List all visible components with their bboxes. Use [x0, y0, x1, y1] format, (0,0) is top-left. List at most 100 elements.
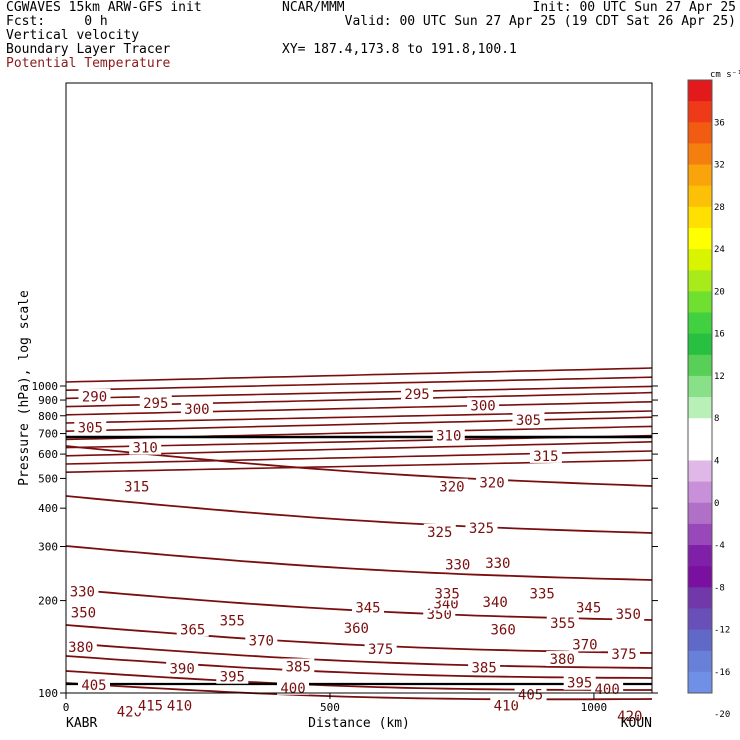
isentrope-line	[65, 367, 653, 383]
isentrope-line	[65, 545, 653, 581]
colorbar-swatch	[688, 185, 712, 208]
contour-label-bg	[277, 679, 310, 695]
contour-label-bg	[78, 388, 111, 404]
contour-label-bg	[66, 583, 99, 599]
fcst-value: 0 h	[84, 14, 108, 29]
y-tick-label: 400	[38, 502, 58, 515]
y-tick-label: 200	[38, 595, 58, 608]
contour-label-bg	[216, 668, 249, 684]
contour-label-bg	[432, 427, 465, 443]
contour-label-bg	[431, 585, 464, 601]
contour-label-bg	[490, 697, 523, 713]
contour-label-bg	[351, 599, 384, 615]
contour-label: 310	[133, 441, 158, 457]
contour-label: 330	[445, 558, 470, 574]
colorbar-swatch	[688, 80, 712, 102]
contour-label-bg	[563, 674, 596, 690]
x-axis-label: Distance (km)	[308, 716, 410, 731]
colorbar-label: -20	[714, 710, 730, 720]
contour-label: 350	[71, 605, 96, 621]
contour-label: 395	[567, 676, 592, 692]
y-tick-label: 500	[38, 472, 58, 485]
contour-label: 355	[220, 614, 245, 630]
contour-label-bg	[163, 697, 196, 713]
contour-label-bg	[591, 681, 624, 697]
colorbar-label: 12	[714, 372, 725, 382]
contour-label: 350	[616, 607, 641, 623]
contour-label: 365	[180, 623, 205, 639]
contour-label-bg	[401, 385, 434, 401]
y-tick-label: 300	[38, 541, 58, 554]
contour-label: 410	[167, 699, 192, 715]
contour-label: 400	[280, 681, 305, 697]
header-right: Init: 00 UTC Sun 27 Apr 25 Valid: 00 UTC…	[308, 1, 736, 29]
colorbar-swatch	[688, 439, 712, 461]
contour-label-bg	[245, 632, 278, 648]
contour-label-bg	[67, 604, 100, 620]
colorbar-swatch	[688, 502, 712, 525]
colorbar-swatch	[688, 375, 712, 398]
colorbar-swatch	[688, 523, 712, 546]
x-tick-label: 500	[320, 701, 340, 714]
contour-label-bg	[129, 439, 162, 455]
model-title: CGWAVES 15km ARW-GFS init	[6, 0, 202, 15]
contour-label-bg	[77, 677, 110, 693]
contour-label-bg	[435, 478, 468, 494]
valid-time: Valid: 00 UTC Sun 27 Apr 25 (19 CDT Sat …	[344, 14, 736, 29]
colorbar-swatch	[688, 227, 712, 250]
contour-label: 295	[143, 396, 168, 412]
contour-label-bg	[512, 412, 545, 428]
right-endpoint-label: KOUN	[621, 716, 652, 731]
contour-label-bg	[364, 641, 397, 657]
contour-label: 410	[494, 699, 519, 715]
contour-label: 320	[439, 480, 464, 496]
contour-label-bg	[64, 639, 97, 655]
contour-label-bg	[441, 556, 474, 572]
contour-label: 385	[471, 661, 496, 677]
colorbar-swatch	[688, 333, 712, 356]
field-vertical-velocity: Vertical velocity	[6, 28, 140, 43]
isentrope-line	[65, 445, 653, 487]
colorbar-swatch	[688, 122, 712, 144]
colorbar-swatch	[688, 545, 712, 567]
contour-label: 310	[436, 428, 461, 444]
colorbar-units: cm s⁻¹	[710, 70, 740, 80]
contour-label: 325	[469, 521, 494, 537]
contour-label-bg	[526, 585, 559, 601]
y-tick-label: 700	[38, 428, 58, 441]
fcst-label: Fcst:	[6, 14, 46, 29]
contour-label-bg	[546, 615, 579, 631]
contour-label: 305	[516, 413, 541, 429]
center-name: NCAR/MMM	[282, 0, 345, 15]
contour-label-bg	[423, 523, 456, 539]
colorbar-swatch	[688, 566, 712, 588]
isentrope-line	[65, 655, 653, 679]
colorbar-label: 8	[714, 414, 719, 424]
contour-label: 420	[617, 709, 642, 725]
colorbar-swatch	[688, 460, 712, 483]
y-tick-label: 900	[38, 394, 58, 407]
isentrope-line	[65, 682, 653, 701]
colorbar-swatch	[688, 671, 712, 694]
contour-label-bg	[282, 658, 315, 674]
colorbar-label: 32	[714, 161, 725, 171]
init-time: Init: 00 UTC Sun 27 Apr 25	[532, 0, 737, 15]
colorbar-swatch	[688, 418, 712, 440]
contour-label: 290	[82, 390, 107, 406]
y-tick-label: 100	[38, 687, 58, 700]
contour-label-bg	[529, 447, 562, 463]
contour-label: 405	[81, 678, 106, 694]
contour-label-bg	[216, 612, 249, 628]
colorbar-label: 28	[714, 203, 725, 213]
colorbar-label: 0	[714, 499, 719, 509]
contour-label: 380	[68, 640, 93, 656]
isentrope-line	[65, 441, 653, 457]
contour-label: 315	[533, 449, 558, 465]
contour-label-bg	[568, 636, 601, 652]
contour-label-bg	[613, 708, 646, 724]
contour-label: 330	[485, 556, 510, 572]
contour-label: 375	[368, 642, 393, 658]
contour-label: 325	[427, 525, 452, 541]
contour-label: 295	[404, 387, 429, 403]
